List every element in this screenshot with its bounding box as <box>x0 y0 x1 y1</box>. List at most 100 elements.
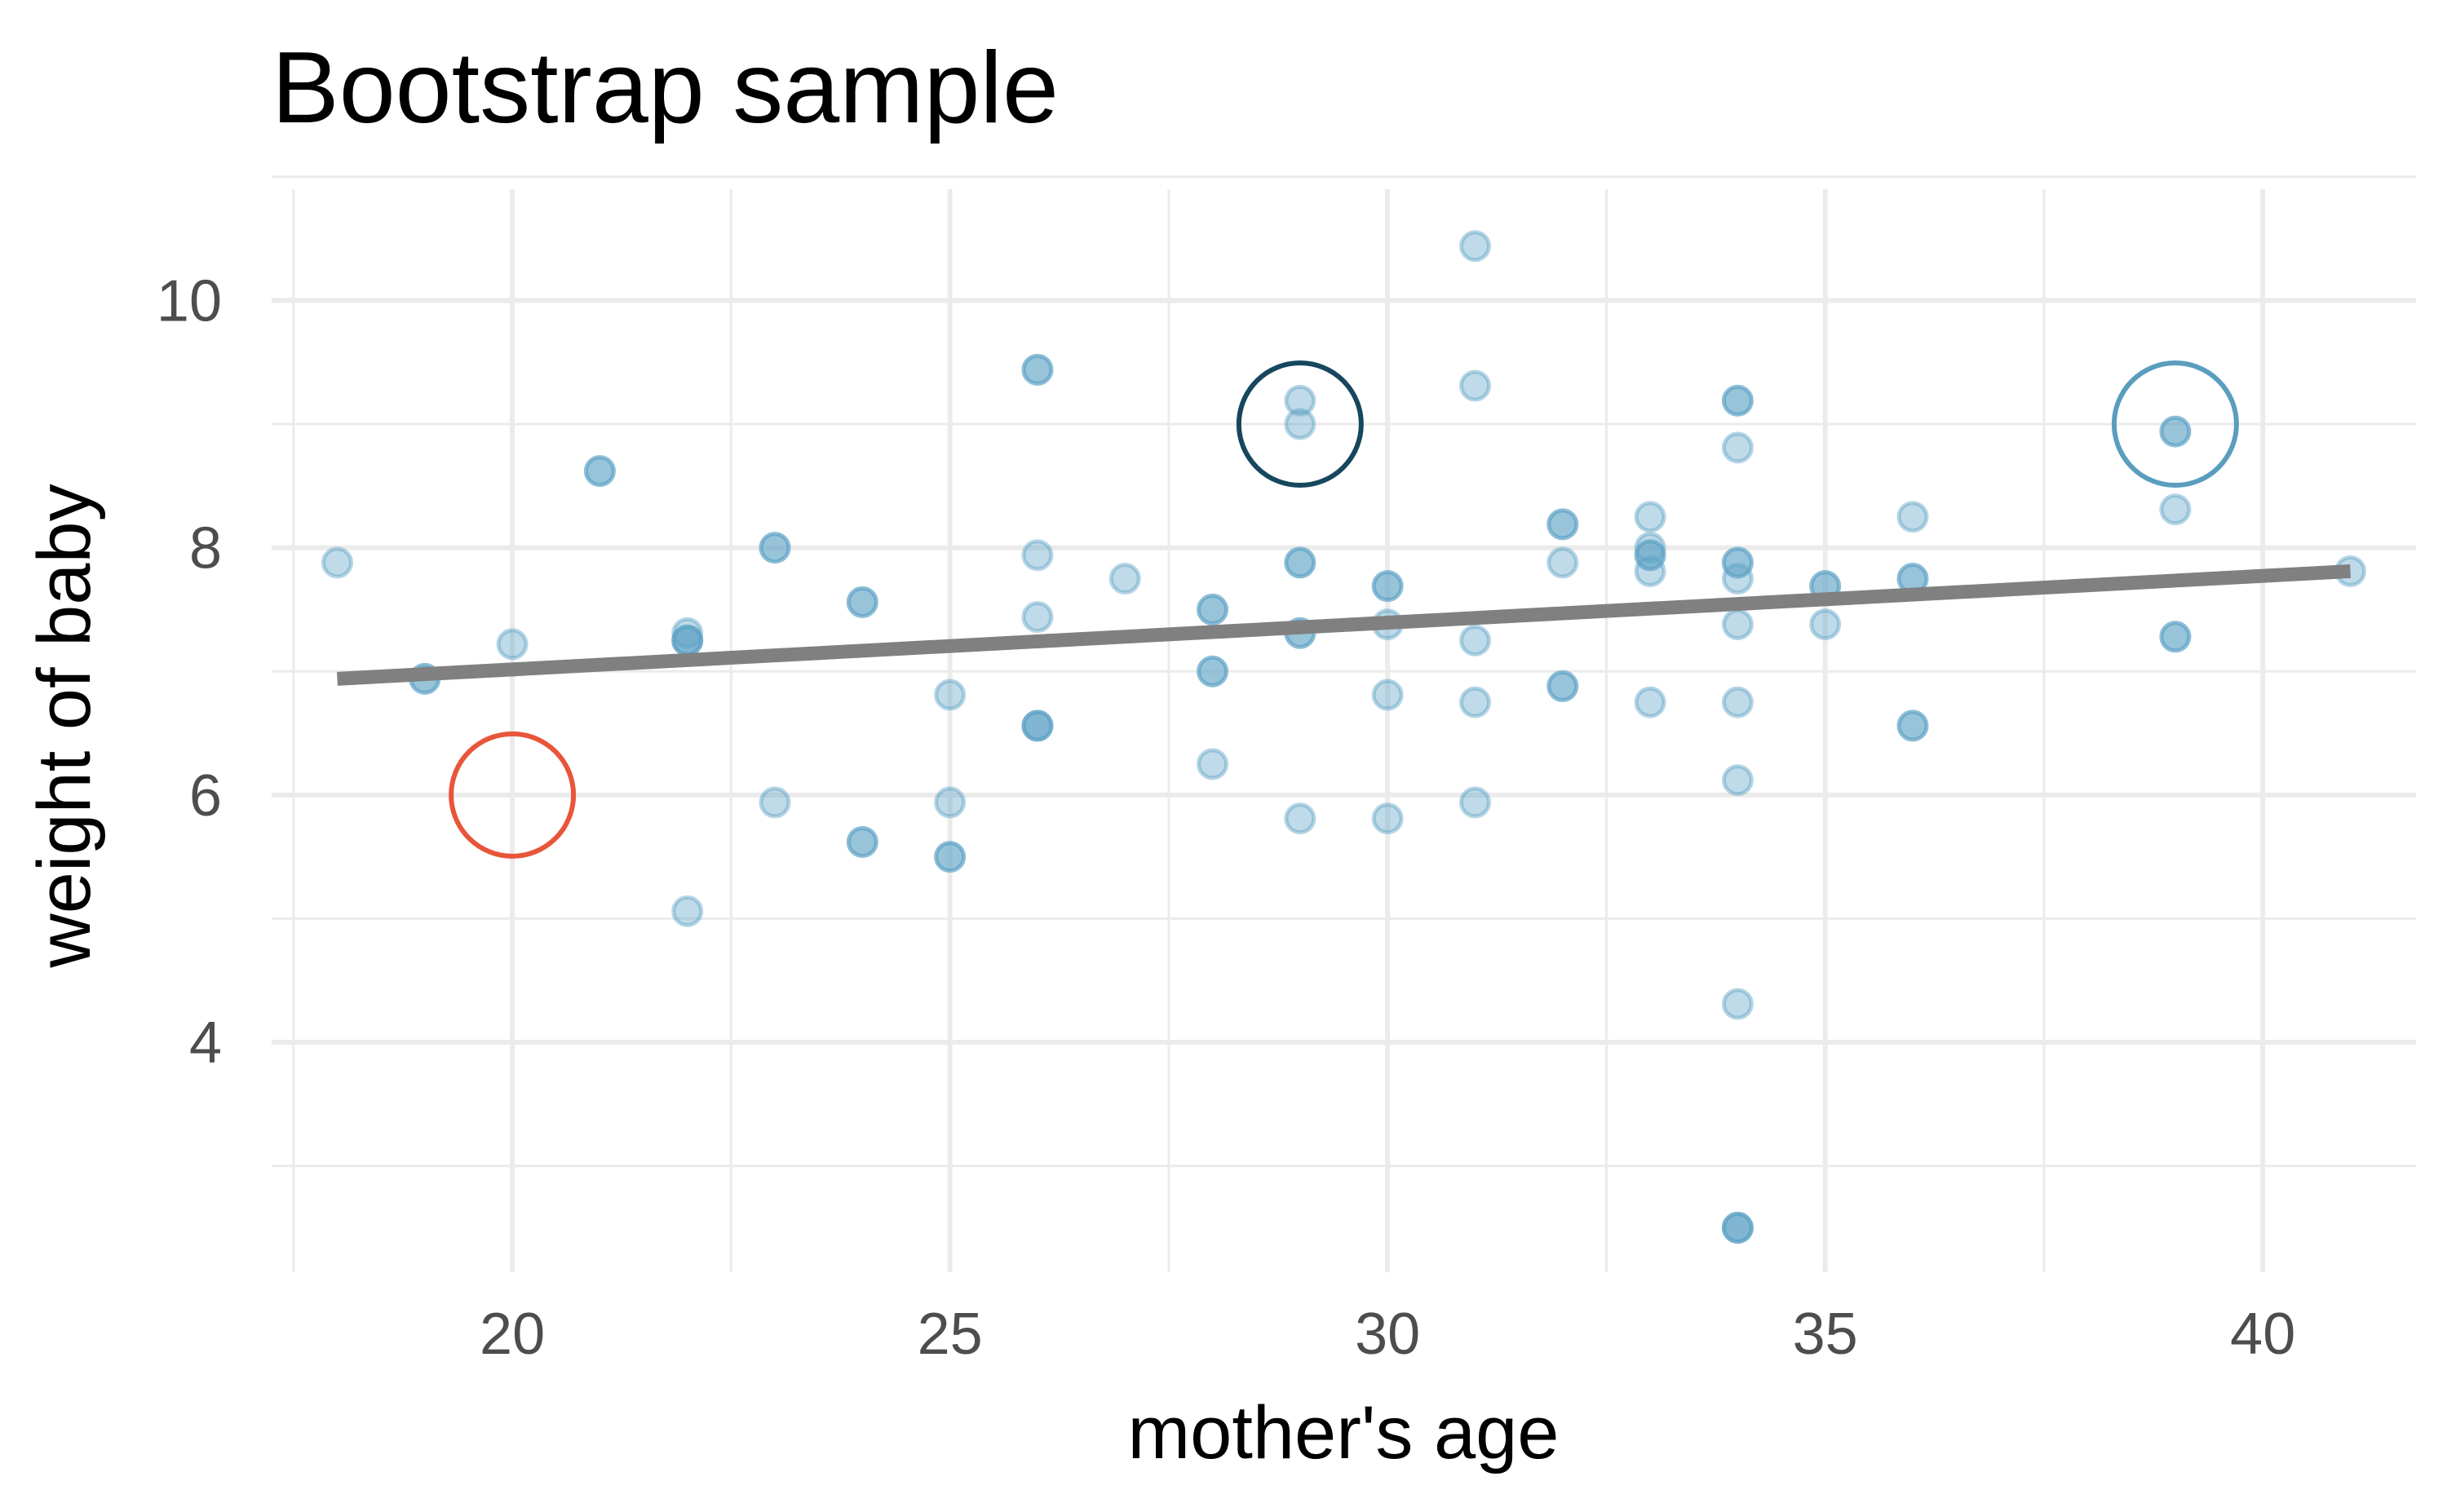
data-point <box>1721 546 1754 579</box>
data-point <box>1547 546 1579 579</box>
data-point <box>1284 546 1316 579</box>
data-point <box>846 825 878 858</box>
y-tick-label: 8 <box>189 516 222 581</box>
data-point <box>671 624 704 657</box>
data-point <box>1721 1211 1754 1244</box>
data-point <box>1284 408 1316 440</box>
data-point <box>1458 786 1491 819</box>
data-point <box>1197 593 1229 626</box>
data-point <box>1896 501 1929 533</box>
data-point <box>1896 710 1929 742</box>
data-point <box>1721 384 1754 417</box>
data-point <box>1197 593 1229 626</box>
data-point <box>1547 670 1579 702</box>
x-tick-label: 35 <box>1793 1302 1858 1367</box>
data-point <box>1721 686 1754 718</box>
data-point <box>1547 508 1579 541</box>
y-tick-label: 4 <box>189 1010 222 1076</box>
data-point <box>1634 539 1666 572</box>
trend-line <box>337 564 2351 686</box>
data-point <box>1721 1211 1754 1244</box>
data-point <box>759 532 791 564</box>
data-point <box>934 786 967 819</box>
data-point <box>583 455 616 488</box>
data-point <box>1197 748 1229 780</box>
annotation-circle <box>449 731 577 859</box>
data-point <box>1021 601 1054 634</box>
y-tick-label: 6 <box>189 763 222 829</box>
data-point <box>1721 384 1754 417</box>
data-point <box>1021 539 1054 572</box>
x-tick-label: 25 <box>918 1302 983 1367</box>
data-point <box>759 786 791 819</box>
data-point <box>1809 608 1842 641</box>
data-point <box>934 841 967 873</box>
annotation-circles <box>449 360 2239 859</box>
data-point <box>1634 686 1666 718</box>
data-point <box>1197 655 1229 687</box>
data-point <box>1634 532 1666 564</box>
data-point <box>1458 624 1491 657</box>
trend-line-group <box>337 564 2351 686</box>
data-point <box>1458 686 1491 718</box>
data-point <box>846 825 878 858</box>
data-point <box>1284 802 1316 835</box>
data-point <box>846 586 878 618</box>
data-point <box>2159 493 2192 526</box>
data-point <box>1021 353 1054 386</box>
data-point <box>1021 353 1054 386</box>
x-axis-ticks: 20 25 30 35 40 <box>480 1302 2295 1367</box>
data-point <box>1721 563 1754 595</box>
data-point <box>2159 415 2192 448</box>
data-point <box>1108 563 1141 595</box>
data-point <box>1721 764 1754 797</box>
annotation-circle <box>2111 360 2239 489</box>
data-point <box>934 679 967 711</box>
data-point <box>1458 230 1491 263</box>
annotation-circle <box>1236 360 1364 489</box>
y-axis-ticks: 4 6 8 10 <box>157 268 222 1076</box>
data-point <box>321 546 353 579</box>
data-point <box>1721 546 1754 579</box>
data-point <box>1721 608 1754 641</box>
data-point <box>1896 710 1929 742</box>
data-point <box>1021 710 1054 742</box>
data-point <box>934 841 967 873</box>
y-tick-label: 10 <box>157 268 222 334</box>
data-point <box>1371 570 1404 603</box>
data-point <box>1021 710 1054 742</box>
data-point <box>1284 546 1316 579</box>
data-point <box>1634 555 1666 587</box>
chart-title: Bootstrap sample <box>272 32 1059 144</box>
x-axis-title: mother's age <box>1128 1391 1560 1474</box>
data-point <box>2159 415 2192 448</box>
data-point <box>1721 1211 1754 1244</box>
data-point <box>1021 710 1054 742</box>
data-point <box>583 455 616 488</box>
x-tick-label: 40 <box>2230 1302 2295 1367</box>
x-tick-label: 20 <box>480 1302 545 1367</box>
data-point <box>1721 431 1754 464</box>
data-point <box>1547 670 1579 702</box>
data-point <box>671 617 704 649</box>
data-point <box>1284 384 1316 417</box>
data-point <box>1371 570 1404 603</box>
data-point <box>846 586 878 618</box>
data-point <box>2159 621 2192 653</box>
data-point <box>2159 621 2192 653</box>
data-point <box>496 628 529 661</box>
data-point <box>1371 679 1404 711</box>
grid-major <box>272 189 2416 1272</box>
data-point <box>1371 802 1404 835</box>
data-point <box>1634 539 1666 572</box>
data-point <box>671 895 704 927</box>
x-tick-label: 30 <box>1355 1302 1420 1367</box>
data-point <box>759 532 791 564</box>
data-point <box>1547 508 1579 541</box>
data-point <box>1458 369 1491 402</box>
data-point <box>1634 501 1666 533</box>
grid-minor <box>272 175 2416 1272</box>
y-axis-title: weight of baby <box>23 484 106 968</box>
data-point <box>1721 988 1754 1020</box>
